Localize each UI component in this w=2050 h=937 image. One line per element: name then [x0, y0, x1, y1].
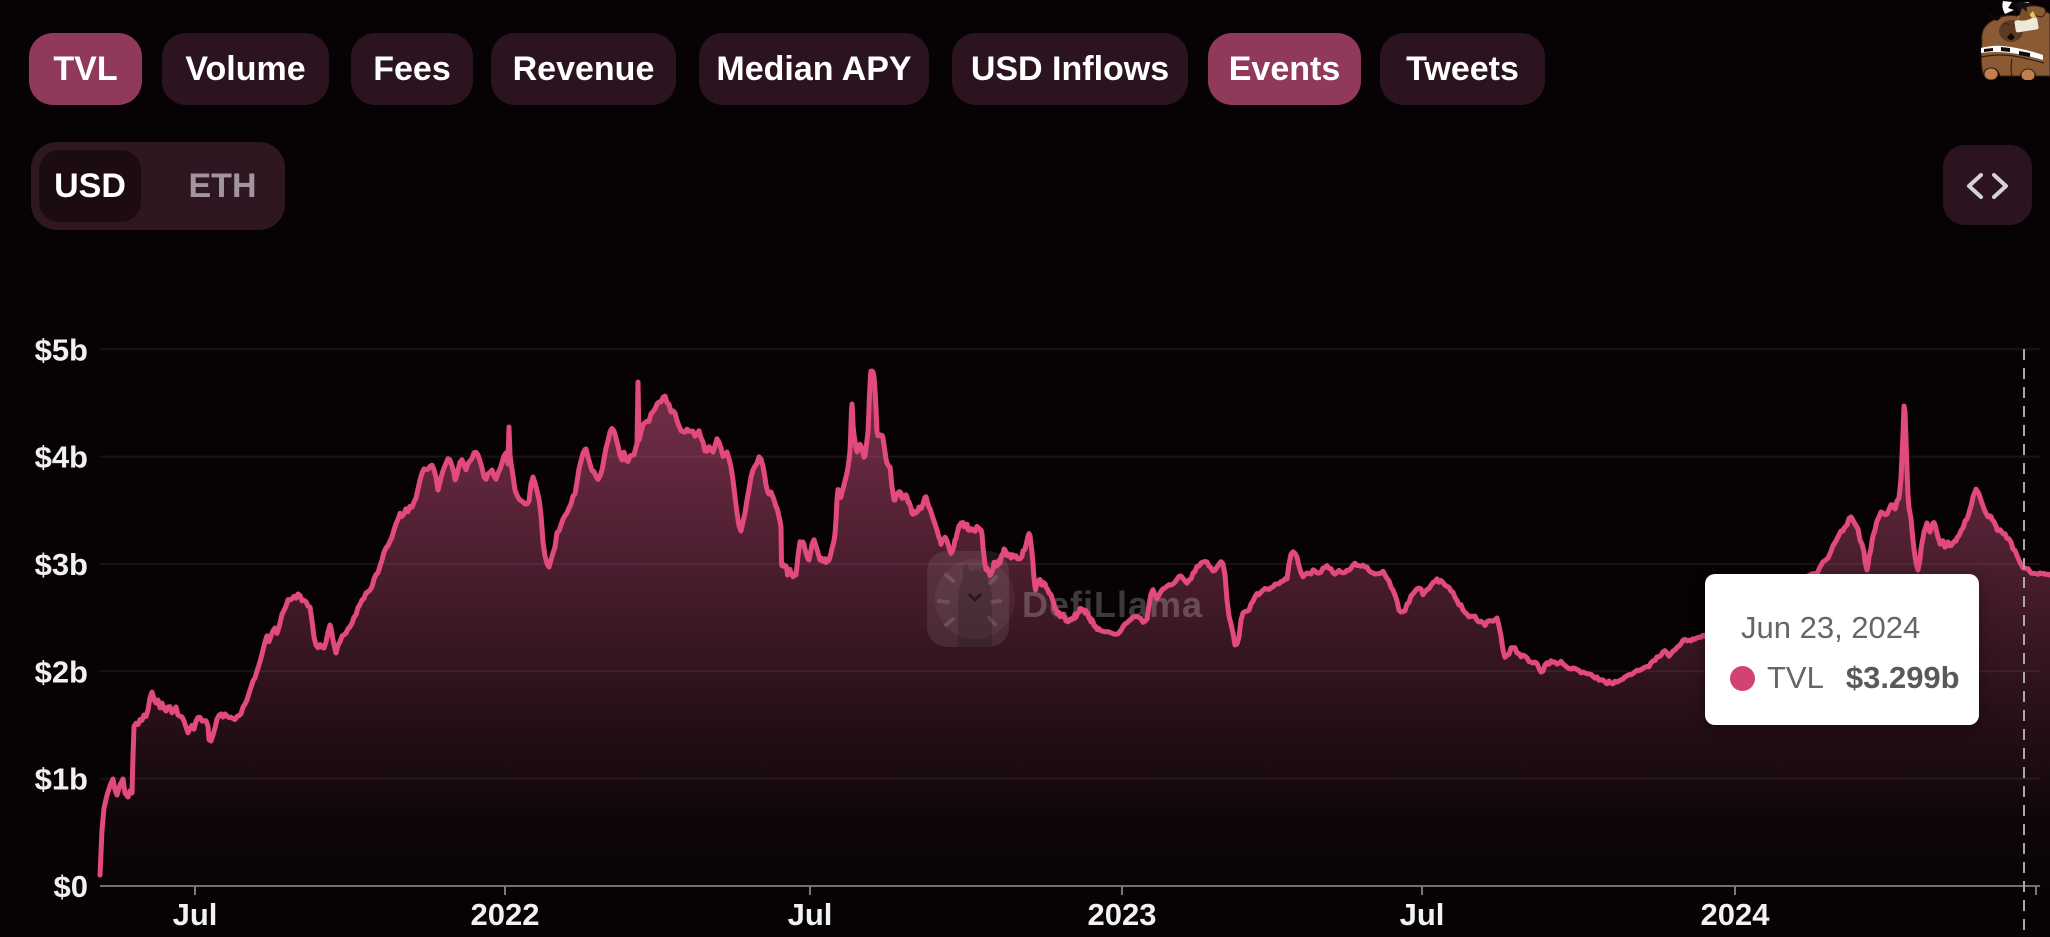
svg-text:$1b: $1b — [35, 762, 88, 797]
svg-text:$5b: $5b — [35, 332, 88, 367]
svg-text:2024: 2024 — [1701, 897, 1771, 932]
svg-text:Jul: Jul — [788, 897, 833, 932]
svg-text:$2b: $2b — [35, 654, 88, 689]
svg-text:$4b: $4b — [35, 440, 88, 475]
svg-text:$3b: $3b — [35, 547, 88, 582]
svg-text:2023: 2023 — [1088, 897, 1157, 932]
svg-text:Jul: Jul — [1400, 897, 1445, 932]
svg-text:2022: 2022 — [471, 897, 540, 932]
svg-text:$0: $0 — [54, 869, 88, 904]
svg-text:Jul: Jul — [173, 897, 218, 932]
